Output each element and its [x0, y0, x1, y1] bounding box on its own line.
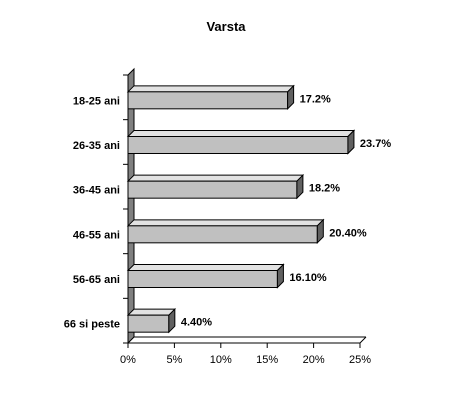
data-label: 17.2%: [300, 93, 331, 105]
bar-front-face: [127, 225, 318, 244]
x-tick-label: 25%: [349, 354, 371, 366]
category-label: 56-65 ani: [73, 274, 120, 286]
bar-front-face: [127, 314, 170, 333]
bar-end-face: [316, 218, 324, 245]
chart-title: Varsta: [206, 19, 246, 34]
bar: [126, 263, 285, 289]
x-tick-label: 20%: [303, 354, 325, 366]
bar-end-face: [347, 129, 355, 155]
category-label: 18-25 ani: [73, 95, 120, 107]
category-label: 26-35 ani: [73, 140, 120, 152]
bar-top-face: [126, 264, 285, 271]
bar: [126, 84, 295, 111]
bar-front-face: [127, 136, 349, 154]
x-tick-label: 10%: [210, 354, 232, 366]
value-axis-end-line: [359, 336, 367, 344]
category-axis-wall: [127, 67, 135, 345]
data-label: 23.7%: [360, 138, 391, 150]
category-label: 46-55 ani: [73, 229, 120, 241]
bar-top-face: [126, 219, 325, 227]
bar-end-face: [168, 307, 176, 334]
x-tick-label: 15%: [256, 354, 278, 366]
bar: [126, 218, 325, 245]
bar: [126, 307, 177, 334]
bar-end-face: [287, 84, 295, 111]
data-label: 16.10%: [289, 272, 327, 284]
data-label: 4.40%: [181, 317, 212, 329]
axes: [123, 67, 367, 348]
bar-top-face: [126, 308, 177, 316]
bar-top-face: [126, 85, 295, 93]
bar-top-face: [126, 130, 356, 137]
data-label: 18.2%: [309, 183, 340, 195]
bars: [126, 84, 356, 334]
data-label: 20.40%: [329, 227, 367, 239]
labels: 0% 5% 10% 15% 20% 25% 18-25 ani 17.2% 26-35 ani 2…: [64, 93, 392, 366]
category-label: 36-45 ani: [73, 185, 120, 197]
bar: [126, 129, 356, 155]
bar: [126, 173, 305, 200]
bar-front-face: [127, 180, 298, 199]
bar-front-face: [127, 270, 278, 288]
bar-end-face: [296, 173, 304, 200]
x-tick-label: 5%: [166, 354, 182, 366]
bar-front-face: [127, 91, 289, 110]
x-tick-label: 0%: [120, 354, 136, 366]
bar-top-face: [126, 174, 305, 182]
category-label: 66 si peste: [64, 319, 120, 331]
bar-end-face: [276, 263, 284, 289]
